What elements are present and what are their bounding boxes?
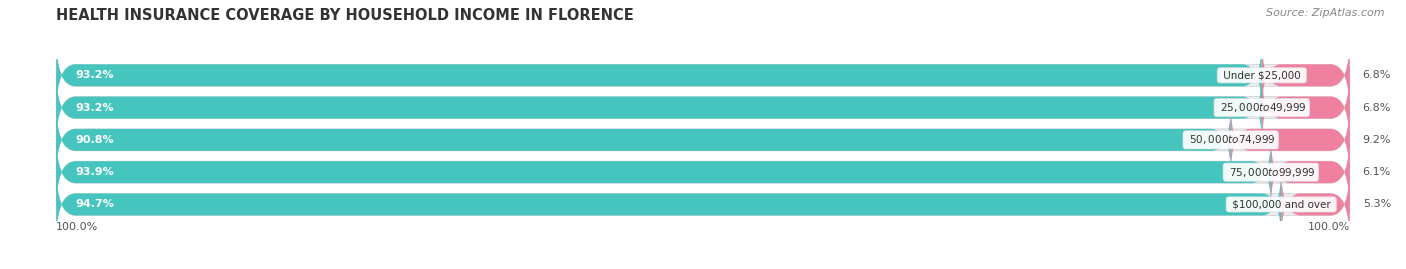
Text: 94.7%: 94.7% xyxy=(76,199,114,210)
Text: 6.8%: 6.8% xyxy=(1362,102,1391,113)
Text: HEALTH INSURANCE COVERAGE BY HOUSEHOLD INCOME IN FLORENCE: HEALTH INSURANCE COVERAGE BY HOUSEHOLD I… xyxy=(56,8,634,23)
FancyBboxPatch shape xyxy=(56,70,1261,145)
FancyBboxPatch shape xyxy=(1261,70,1350,145)
Text: $75,000 to $99,999: $75,000 to $99,999 xyxy=(1226,166,1316,179)
FancyBboxPatch shape xyxy=(56,167,1281,242)
FancyBboxPatch shape xyxy=(56,135,1350,210)
Text: Source: ZipAtlas.com: Source: ZipAtlas.com xyxy=(1267,8,1385,18)
Text: 6.8%: 6.8% xyxy=(1362,70,1391,80)
FancyBboxPatch shape xyxy=(1261,38,1350,113)
FancyBboxPatch shape xyxy=(56,38,1350,113)
Text: 90.8%: 90.8% xyxy=(76,135,114,145)
Text: 100.0%: 100.0% xyxy=(56,222,98,232)
FancyBboxPatch shape xyxy=(1281,167,1350,242)
FancyBboxPatch shape xyxy=(56,102,1350,177)
FancyBboxPatch shape xyxy=(56,167,1350,242)
Text: 9.2%: 9.2% xyxy=(1362,135,1391,145)
Text: 100.0%: 100.0% xyxy=(1308,222,1350,232)
Text: 93.2%: 93.2% xyxy=(76,70,114,80)
Text: 6.1%: 6.1% xyxy=(1362,167,1391,177)
Text: Under $25,000: Under $25,000 xyxy=(1220,70,1303,80)
Text: $100,000 and over: $100,000 and over xyxy=(1229,199,1334,210)
FancyBboxPatch shape xyxy=(56,38,1261,113)
Text: $50,000 to $74,999: $50,000 to $74,999 xyxy=(1185,133,1275,146)
Text: $25,000 to $49,999: $25,000 to $49,999 xyxy=(1216,101,1308,114)
FancyBboxPatch shape xyxy=(56,102,1230,177)
Text: 93.2%: 93.2% xyxy=(76,102,114,113)
FancyBboxPatch shape xyxy=(1230,102,1350,177)
Text: 5.3%: 5.3% xyxy=(1362,199,1391,210)
FancyBboxPatch shape xyxy=(1271,135,1350,210)
FancyBboxPatch shape xyxy=(56,70,1350,145)
FancyBboxPatch shape xyxy=(56,135,1271,210)
Text: 93.9%: 93.9% xyxy=(76,167,114,177)
